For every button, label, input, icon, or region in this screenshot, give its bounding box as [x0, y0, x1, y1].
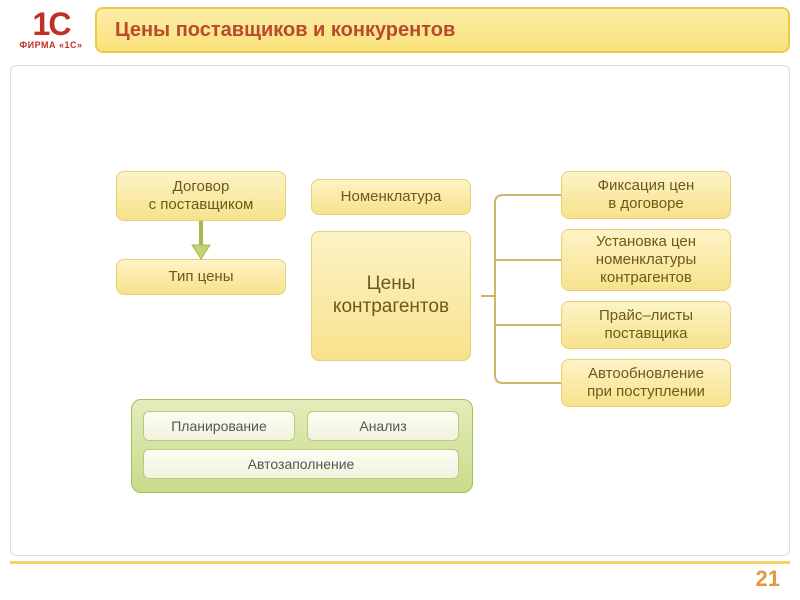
node-contract: Договорс поставщиком [116, 171, 286, 221]
slide: 1C ФИРМА «1С» Цены поставщиков и конкуре… [0, 0, 800, 600]
logo-mark: 1C [18, 10, 84, 38]
logo-subtext: ФИРМА «1С» [18, 40, 84, 50]
node-set: Установка ценноменклатурыконтрагентов [561, 229, 731, 291]
node-pricelist: Прайс–листыпоставщика [561, 301, 731, 349]
node-plan: Планирование [143, 411, 295, 441]
node-price_type: Тип цены [116, 259, 286, 295]
node-fix: Фиксация ценв договоре [561, 171, 731, 219]
node-autofill: Автозаполнение [143, 449, 459, 479]
footer-divider [10, 561, 790, 564]
slide-title: Цены поставщиков и конкурентов [115, 19, 455, 42]
node-nomen: Номенклатура [311, 179, 471, 215]
content-area: Договорс поставщиком Номенклатура Фиксация… [10, 65, 790, 556]
node-analysis: Анализ [307, 411, 459, 441]
arrow-contract-to-pricetype [186, 221, 216, 259]
node-main: Ценыконтрагентов [311, 231, 471, 361]
node-autoupd: Автообновлениепри поступлении [561, 359, 731, 407]
bracket-connector [481, 185, 571, 393]
logo: 1C ФИРМА «1С» [18, 10, 84, 50]
page-number: 21 [756, 566, 780, 592]
title-bar: Цены поставщиков и конкурентов [95, 7, 790, 53]
